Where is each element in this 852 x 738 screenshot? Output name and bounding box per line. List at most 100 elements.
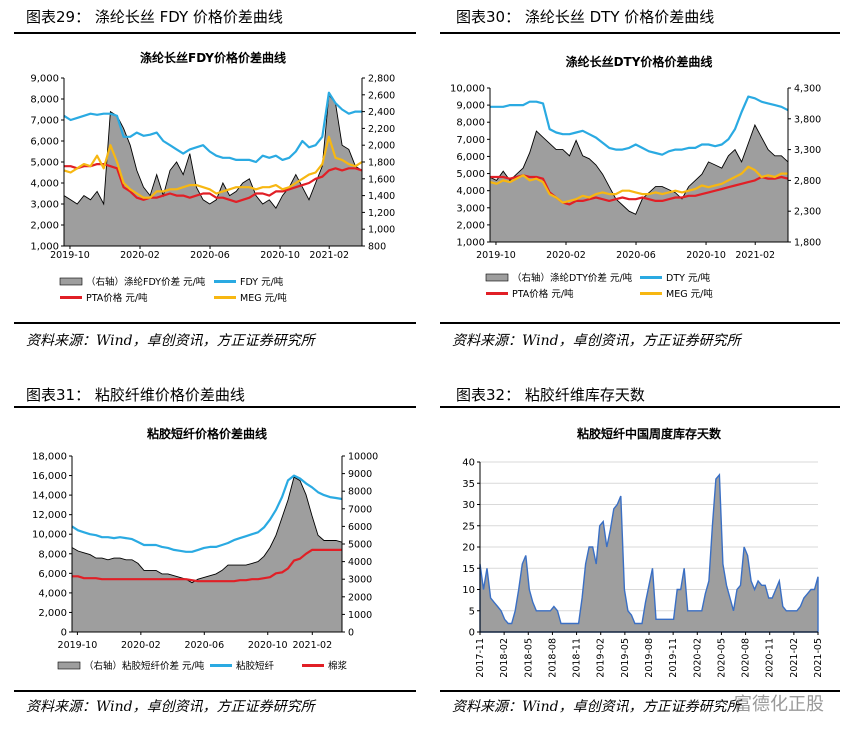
source-31: 资料来源：Wind，卓创资讯，方正证券研究所 [26,699,315,715]
chart-title: 涤纶长丝FDY价格价差曲线 [140,50,286,65]
legend-label: （右轴）涤纶DTY价差 元/吨 [512,272,633,284]
y2-tick-label: 800 [368,242,386,253]
legend-label: （右轴）粘胶短纤价差 元/吨 [84,660,205,672]
title-rule-32 [440,406,840,408]
legend-label: 棉浆 [328,660,348,672]
y2-tick-label: 4,300 [794,84,821,95]
y-tick-label: 3,000 [30,200,59,211]
x-tick-label: 2019-08 [644,638,655,678]
chart-viscose-inventory: 粘胶短纤中国周度库存天数 0 5 10 15 20 25 30 35 40 2017-11 2018-… [462,426,824,678]
chart-dty: 涤纶长丝DTY价格价差曲线 1,000 2,000 3,000 4,000 5,000 6,… [450,54,821,300]
y-tick-label: 8,000 [30,95,59,106]
y-tick-label: 35 [462,479,475,490]
chart-title: 涤纶长丝DTY价格价差曲线 [566,54,713,69]
figure-title-32: 图表32： 粘胶纤维库存天数 [456,386,645,404]
x-tick-label: 2019-02 [596,638,607,678]
x-tick-label: 2017-11 [475,638,486,678]
y-tick-label: 2,000 [30,221,59,232]
y2-tick-label: 1,200 [368,208,395,219]
series-line [63,135,363,199]
x-tick-label: 2020-10 [260,250,300,261]
y-tick-label: 10,000 [450,84,485,95]
y2-tick-label: 2,400 [368,107,395,118]
legend-swatch [57,661,81,670]
x-tick-label: 2020-02 [121,640,161,651]
x-tick-label: 2021-05 [813,638,824,678]
x-tick-label: 2021-02 [735,250,775,261]
y-tick-label: 6,000 [30,137,59,148]
x-tick-label: 2019-05 [620,638,631,678]
x-tick-label: 2020-02 [120,250,160,261]
source-29: 资料来源：Wind，卓创资讯，方正证券研究所 [26,333,315,349]
y-tick-label: 6,000 [38,569,67,580]
y2-tick-label: 1,000 [368,225,395,236]
x-tick-label: 2018-08 [547,638,558,678]
y2-tick-label: 9000 [348,469,372,480]
x-tick-label: 2021-02 [789,638,800,678]
x-tick-label: 2020-02 [692,638,703,678]
source-rule-30 [440,322,840,324]
y-tick-label: 0 [469,628,475,639]
y-tick-label: 9,000 [456,101,485,112]
y2-tick-label: 2,800 [794,176,821,187]
legend-label: MEG 元/吨 [666,288,713,300]
source-30: 资料来源：Wind，卓创资讯，方正证券研究所 [452,333,741,349]
y-tick-label: 40 [462,458,475,469]
y-tick-label: 2,000 [456,220,485,231]
source-rule-29 [14,322,416,324]
series-area [489,123,789,243]
legend-label: 粘胶短纤 [236,660,275,672]
figure-title-29: 图表29： 涤纶长丝 FDY 价格价差曲线 [26,8,283,26]
x-tick-label: 2019-11 [668,638,679,678]
y2-tick-label: 3000 [348,575,372,586]
chart-title: 粘胶短纤中国周度库存天数 [577,426,722,441]
y-tick-label: 25 [462,521,475,532]
y2-tick-label: 1000 [348,610,372,621]
x-tick-label: 2019-10 [50,250,90,261]
legend-label: FDY 元/吨 [240,276,284,288]
x-tick-label: 2021-02 [292,640,332,651]
y-tick-label: 14,000 [32,491,67,502]
x-tick-label: 2020-10 [686,250,726,261]
y2-tick-label: 0 [348,628,354,639]
y-tick-label: 20 [462,543,475,554]
y-tick-label: 12,000 [32,510,67,521]
y-tick-label: 8,000 [38,549,67,560]
y-tick-label: 8,000 [456,118,485,129]
y2-tick-label: 3,300 [794,145,821,156]
series-line [490,174,789,206]
series-line [64,163,363,203]
y-tick-label: 18,000 [32,452,67,463]
y2-tick-label: 4000 [348,557,372,568]
y-tick-label: 1,000 [456,238,485,249]
y2-tick-label: 7000 [348,504,372,515]
title-rule-31 [14,406,416,408]
y-tick-label: 30 [462,500,475,511]
y-tick-label: 16,000 [32,471,67,482]
chart-fdy: 涤纶长丝FDY价格价差曲线 1,000 2,000 3,000 4,000 5,000 6,… [30,50,395,304]
series-area [63,93,363,247]
x-tick-label: 2021-02 [309,250,349,261]
legend-swatch [59,277,83,286]
x-tick-label: 2018-05 [523,638,534,678]
x-tick-label: 2019-10 [58,640,98,651]
chart-viscose-price: 粘胶短纤价格价差曲线 0 2,000 4,000 6,000 8,000 10,000 12,… [32,426,378,672]
y2-tick-label: 2,600 [368,90,395,101]
y2-tick-label: 8000 [348,487,372,498]
y-tick-label: 7,000 [30,116,59,127]
y-tick-label: 0 [61,628,67,639]
x-tick-label: 2020-06 [190,250,230,261]
y-tick-label: 5,000 [456,169,485,180]
y2-tick-label: 1,600 [368,174,395,185]
y2-tick-label: 2,300 [794,207,821,218]
series-area [71,476,343,633]
y-tick-label: 7,000 [456,135,485,146]
series-line [63,91,362,164]
y-tick-label: 4,000 [456,186,485,197]
title-rule-30 [440,32,840,34]
legend-label: （右轴）涤纶FDY价差 元/吨 [86,276,206,288]
figure-title-31: 图表31： 粘胶纤维价格价差曲线 [26,386,245,404]
y-tick-label: 4,000 [38,588,67,599]
y-tick-label: 4,000 [30,179,59,190]
legend-label: DTY 元/吨 [666,272,711,284]
